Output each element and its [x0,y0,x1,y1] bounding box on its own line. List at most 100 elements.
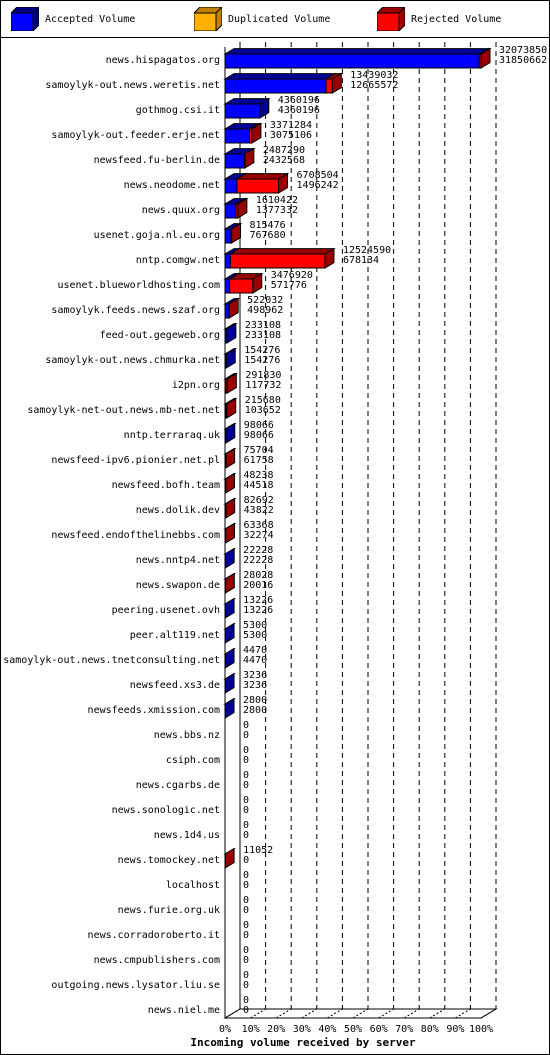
bar-rejected [234,197,249,219]
bar-rejected-front [225,378,228,394]
server-label: outgoing.news.lysator.liu.se [51,980,220,991]
accepted-value-label: 0 [243,730,249,741]
accepted-value-label: 571776 [271,280,307,291]
bar-accepted-front [224,103,261,119]
server-label: news.tomockey.net [118,855,220,866]
bar-accepted-side [224,672,235,694]
bar-accepted-front [224,228,232,244]
total-value-label: 3476920 [271,270,313,281]
bar-rejected [229,222,243,244]
bar-rejected-front [228,303,230,319]
accepted-value-label: 3236 [243,680,267,691]
bar-rejected-front [236,178,280,194]
bar-accepted [223,322,238,344]
total-value-label: 4360196 [278,95,320,106]
bar-rejected [224,372,239,394]
bar-rejected-side [225,522,236,544]
accepted-value-label: 117732 [245,380,281,391]
accepted-value-label: 1496242 [297,180,339,191]
legend-swatch-accepted [11,7,39,31]
bar-rejected-front [224,528,227,544]
bar-rejected-front [229,278,254,294]
total-value-label: 815476 [250,220,286,231]
server-label: news.cmpublishers.com [94,955,220,966]
accepted-value-label: 767680 [250,230,286,241]
server-label: news.nntp4.net [136,555,220,566]
total-value-label: 154276 [244,345,280,356]
accepted-value-label: 61758 [244,455,274,466]
bar-accepted-side [224,697,235,719]
bar-rejected-top [228,248,336,255]
x-tick-label: 90% [446,1024,464,1035]
bar-accepted [223,647,236,669]
server-label: newsfeed.fu-berlin.de [94,155,220,166]
x-tick-label: 10% [242,1024,260,1035]
accepted-value-label: 0 [243,755,249,766]
server-label: newsfeeds.xmission.com [88,705,220,716]
bar-accepted-top [223,48,491,55]
bar-rejected [235,172,290,194]
accepted-value-label: 0 [243,855,249,866]
server-label: gothmog.csi.it [136,105,220,116]
bar-rejected [247,122,263,144]
bar-rejected [228,247,336,269]
server-label: news.sonologic.net [112,805,220,816]
bar-accepted-front [224,628,226,644]
bar-rejected-side [224,572,235,594]
bar-rejected-front [224,578,227,594]
floor-tick-line [480,1008,497,1019]
accepted-value-label: 0 [243,780,249,791]
total-value-label: 0 [243,745,249,756]
bar-accepted [223,622,236,644]
x-tick-label: 80% [421,1024,439,1035]
accepted-value-label: 103652 [245,405,281,416]
server-label: csiph.com [166,755,220,766]
accepted-value-label: 678134 [343,255,379,266]
bar-rejected-front [224,478,227,494]
accepted-value-label: 154276 [244,355,280,366]
bar-rejected-side [225,447,236,469]
server-label: newsfeed.endofthelinebbs.com [51,530,220,541]
legend: Accepted Volume Duplicated Volume Reject… [1,1,549,38]
accepted-value-label: 3075106 [270,130,312,141]
bar-accepted-top [223,73,337,80]
bar-accepted-front [224,678,226,694]
total-value-label: 4470 [243,645,267,656]
server-label: news.bbs.nz [154,730,220,741]
server-label: localhost [166,880,220,891]
bar-accepted [223,597,236,619]
accepted-value-label: 13226 [243,605,273,616]
bar-rejected-front [224,453,227,469]
total-value-label: 0 [243,920,249,931]
accepted-value-label: 2432568 [263,155,305,166]
accepted-value-label: 32274 [244,530,274,541]
bar-accepted-side [225,422,236,444]
total-value-label: 0 [243,720,249,731]
bar-rejected [477,47,492,69]
server-label: i2pn.org [172,380,220,391]
bar-accepted [223,97,271,119]
accepted-value-label: 0 [243,930,249,941]
server-label: news.furie.org.uk [118,905,220,916]
bar-accepted-front [224,78,327,94]
legend-swatch-duplicated [194,7,222,31]
server-label: samoylyk-out.news.weretis.net [45,80,220,91]
total-value-label: 11052 [243,845,273,856]
floor-tick-line [455,1008,471,1019]
x-tick-label: 60% [370,1024,388,1035]
server-label: news.dolik.dev [136,505,220,516]
server-label: samoylyk-out.feeder.erje.net [51,130,220,141]
accepted-value-label: 0 [243,1005,249,1016]
total-value-label: 5300 [243,620,267,631]
accepted-value-label: 0 [243,880,249,891]
total-value-label: 82692 [244,495,274,506]
bar-rejected-side [225,497,236,519]
server-label: usenet.blueworldhosting.com [57,280,220,291]
bar-accepted-front [224,303,230,319]
server-label: newsfeed.bofh.team [112,480,220,491]
bar-rejected [223,497,237,519]
bar-accepted-front [224,703,226,719]
server-label: nntp.terraraq.uk [124,430,220,441]
accepted-value-label: 0 [243,980,249,991]
total-value-label: 2487290 [263,145,305,156]
